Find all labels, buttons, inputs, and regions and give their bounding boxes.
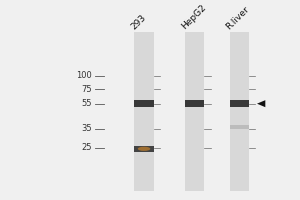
- Text: 55: 55: [82, 99, 92, 108]
- Bar: [230, 125, 249, 129]
- Text: HepG2: HepG2: [180, 3, 208, 31]
- Text: 293: 293: [130, 13, 148, 31]
- Ellipse shape: [138, 147, 150, 151]
- Text: R.liver: R.liver: [225, 4, 251, 31]
- Bar: [134, 100, 154, 107]
- Text: 25: 25: [82, 143, 92, 152]
- Text: 100: 100: [76, 71, 92, 80]
- Bar: [230, 32, 249, 191]
- Bar: [230, 100, 249, 107]
- Text: 35: 35: [81, 124, 92, 133]
- Polygon shape: [257, 100, 265, 107]
- Bar: [185, 32, 204, 191]
- Bar: [134, 146, 154, 152]
- Bar: [134, 32, 154, 191]
- Text: 75: 75: [81, 85, 92, 94]
- Bar: [185, 100, 204, 107]
